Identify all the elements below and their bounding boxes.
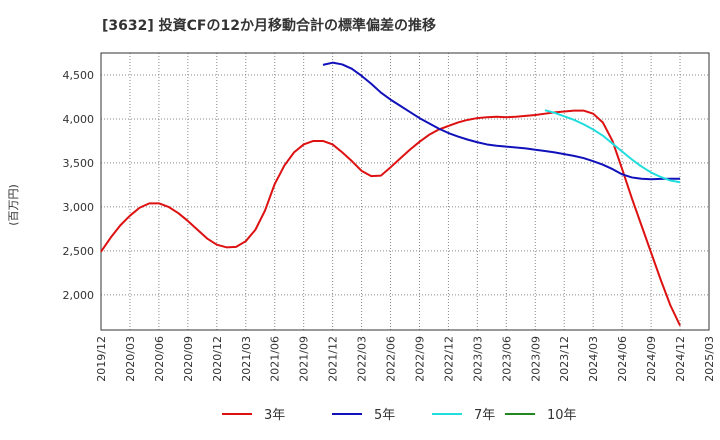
plot-frame xyxy=(100,52,710,331)
x-tick-label: 2022/03 xyxy=(356,336,369,382)
y-tick-label: 3,500 xyxy=(63,157,95,170)
y-ticks: 2,000 2,500 3,000 3,500 4,000 4,500 xyxy=(63,69,95,302)
x-tick-label: 2021/09 xyxy=(298,336,311,382)
legend-label-3: 7年 xyxy=(474,408,495,423)
x-tick-label: 2021/12 xyxy=(327,336,340,382)
y-tick-label: 2,000 xyxy=(63,289,95,302)
series-line-3 xyxy=(544,109,681,184)
y-tick-label: 4,500 xyxy=(63,69,95,82)
x-tick-label: 2023/03 xyxy=(471,336,484,382)
x-tick-label: 2024/09 xyxy=(645,336,658,382)
x-ticks: 2019/12 2020/03 2020/06 2020/09 2020/12 2021/… xyxy=(95,336,716,382)
x-tick-label: 2022/12 xyxy=(442,336,455,382)
x-tick-label: 2019/12 xyxy=(95,336,108,382)
x-tick-label: 2020/09 xyxy=(182,336,195,382)
x-tick-label: 2021/03 xyxy=(240,336,253,382)
x-tick-label: 2020/06 xyxy=(153,336,166,382)
chart-title: [3632] 投資CFの12か月移動合計の標準偏差の推移 xyxy=(102,17,436,34)
x-tick-label: 2023/09 xyxy=(529,336,542,382)
x-tick-label: 2020/03 xyxy=(124,336,137,382)
y-tick-label: 3,000 xyxy=(63,201,95,214)
x-tick-label: 2020/12 xyxy=(211,336,224,382)
legend-label-4: 10年 xyxy=(547,408,577,423)
x-tick-label: 2024/12 xyxy=(674,336,687,382)
x-tick-label: 2025/03 xyxy=(703,336,716,382)
series-line-1 xyxy=(100,109,681,327)
series-lines xyxy=(100,61,681,327)
legend-label-1: 3年 xyxy=(264,408,285,423)
x-tick-label: 2024/03 xyxy=(587,336,600,382)
x-tick-label: 2021/06 xyxy=(269,336,282,382)
y-axis-label: (百万円) xyxy=(7,184,20,226)
x-tick-label: 2024/06 xyxy=(616,336,629,382)
y-tick-label: 2,500 xyxy=(63,245,95,258)
series-line-2 xyxy=(322,61,681,181)
x-tick-label: 2023/06 xyxy=(500,336,513,382)
legend-label-2: 5年 xyxy=(374,408,395,423)
grid xyxy=(101,53,709,330)
x-tick-label: 2022/06 xyxy=(385,336,398,382)
legend: 3年 5年 7年 10年 xyxy=(222,408,577,423)
x-tick-label: 2022/09 xyxy=(413,336,426,382)
x-tick-label: 2023/12 xyxy=(558,336,571,382)
y-tick-label: 4,000 xyxy=(63,113,95,126)
